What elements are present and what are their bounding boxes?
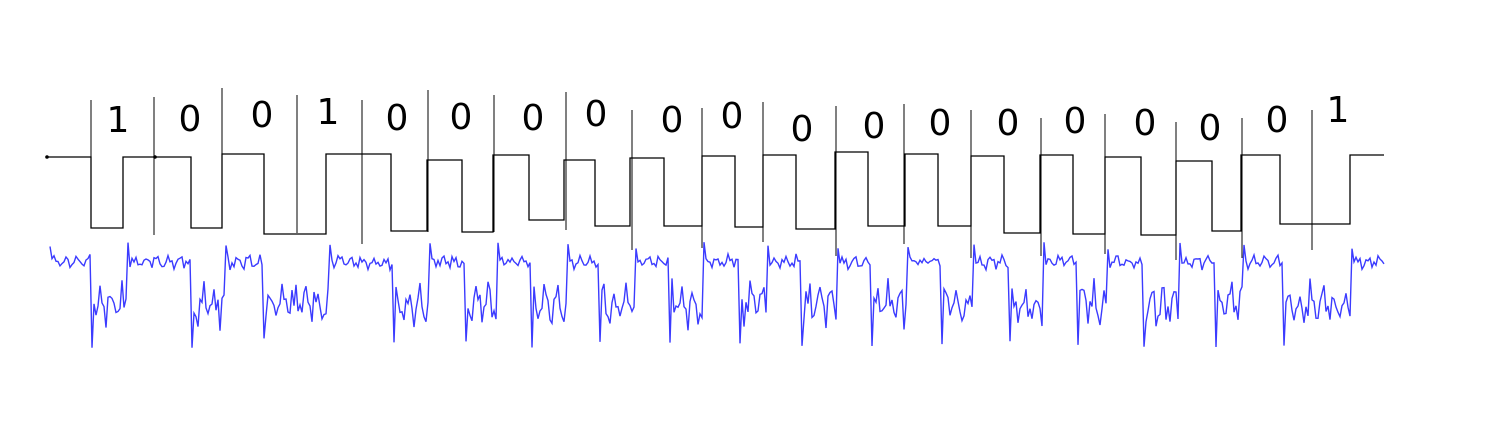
bit-label: 0 [386, 98, 409, 139]
bit-label: 0 [929, 103, 952, 144]
bit-label: 0 [251, 95, 274, 136]
bit-label: 0 [450, 97, 473, 138]
bit-label: 1 [317, 92, 340, 133]
bit-label: 0 [661, 100, 684, 141]
bit-label: 0 [179, 99, 202, 140]
bit-label: 0 [997, 103, 1020, 144]
bit-label: 0 [522, 98, 545, 139]
digital-square-wave [47, 151, 1384, 236]
junction-dot [153, 155, 157, 159]
bit-label: 1 [1327, 90, 1350, 131]
bit-label: 0 [721, 96, 744, 137]
bit-label: 0 [1064, 101, 1087, 142]
bit-label: 0 [585, 94, 608, 135]
bit-label: 0 [863, 106, 886, 147]
bit-label: 0 [791, 109, 814, 150]
bit-label: 0 [1134, 103, 1157, 144]
bit-label: 1 [107, 100, 130, 141]
start-dot [45, 155, 49, 159]
bit-label: 0 [1199, 108, 1222, 149]
analog-waveform [49, 242, 1385, 348]
bit-label: 0 [1266, 100, 1289, 141]
